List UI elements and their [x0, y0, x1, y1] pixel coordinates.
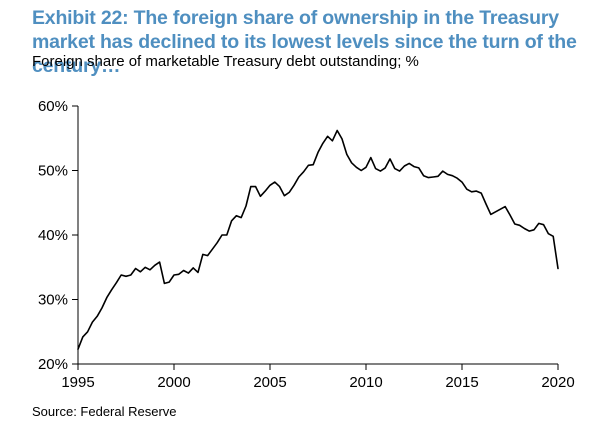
chart-title: Exhibit 22: The foreign share of ownersh… — [32, 7, 577, 77]
x-tick-label: 1995 — [61, 374, 94, 391]
y-tick-label: 50% — [38, 163, 68, 180]
y-tick-label: 20% — [38, 356, 68, 373]
chart-source: Source: Federal Reserve — [32, 404, 177, 419]
x-tick-label: 2010 — [349, 374, 382, 391]
x-axis: 1995 2000 2005 2010 2015 2020 — [61, 363, 575, 391]
y-tick-label: 30% — [38, 292, 68, 309]
y-tick-label: 40% — [38, 227, 68, 244]
y-axis: 20% 30% 40% 50% 60% — [38, 98, 79, 373]
chart-subtitle: Foreign share of marketable Treasury deb… — [32, 53, 419, 70]
y-tick-label: 60% — [38, 98, 68, 115]
series-group — [77, 129, 559, 351]
x-tick-label: 2005 — [253, 374, 286, 391]
x-tick-label: 2015 — [445, 374, 478, 391]
x-tick-label: 2000 — [157, 374, 190, 391]
series-line — [77, 129, 559, 351]
x-tick-label: 2020 — [541, 374, 574, 391]
